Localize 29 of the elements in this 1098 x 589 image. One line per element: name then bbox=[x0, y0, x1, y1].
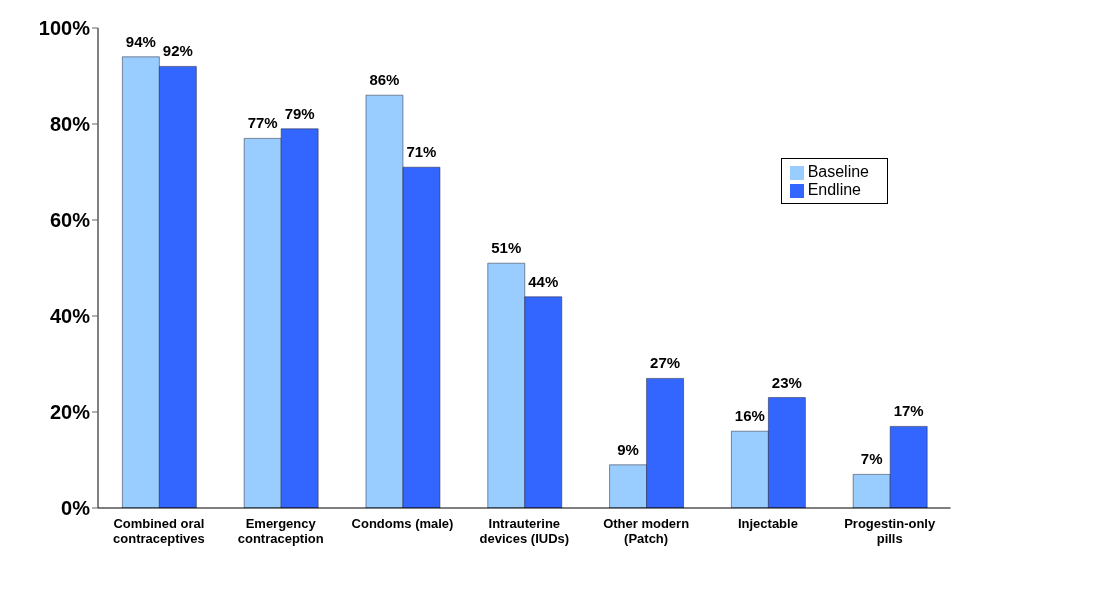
data-label: 23% bbox=[771, 373, 802, 391]
data-label: 92% bbox=[162, 42, 193, 60]
y-tick-label: 60% bbox=[49, 209, 91, 232]
data-label: 86% bbox=[369, 71, 400, 89]
legend-label: Baseline bbox=[807, 163, 869, 180]
x-tick-label: Emergency contraception bbox=[237, 516, 324, 546]
x-tick-label: Progestin-only pills bbox=[844, 516, 936, 546]
data-label: 77% bbox=[247, 114, 278, 132]
y-tick-label: 0% bbox=[61, 497, 91, 520]
data-label: 79% bbox=[284, 104, 315, 122]
data-label: 71% bbox=[406, 143, 437, 161]
data-label: 7% bbox=[860, 450, 883, 468]
x-tick-label: Combined oral contraceptives bbox=[113, 516, 205, 546]
y-tick-label: 80% bbox=[49, 113, 91, 136]
y-tick-label: 100% bbox=[38, 17, 91, 40]
x-tick-label: Injectable bbox=[737, 516, 798, 531]
data-label: 9% bbox=[617, 440, 639, 458]
data-label: 44% bbox=[528, 272, 559, 290]
data-label: 51% bbox=[491, 239, 522, 257]
x-tick-label: Other modern (Patch) bbox=[603, 516, 690, 546]
data-label: 17% bbox=[893, 402, 924, 420]
data-label: 94% bbox=[125, 32, 156, 50]
x-tick-label: Intrauterine devices (IUDs) bbox=[479, 516, 570, 546]
x-tick-label: Condoms (male) bbox=[351, 516, 454, 531]
data-label: 27% bbox=[650, 354, 681, 372]
legend-label: Endline bbox=[807, 181, 861, 198]
data-label: 16% bbox=[734, 407, 765, 425]
y-tick-label: 40% bbox=[49, 305, 91, 328]
y-tick-label: 20% bbox=[49, 401, 91, 424]
